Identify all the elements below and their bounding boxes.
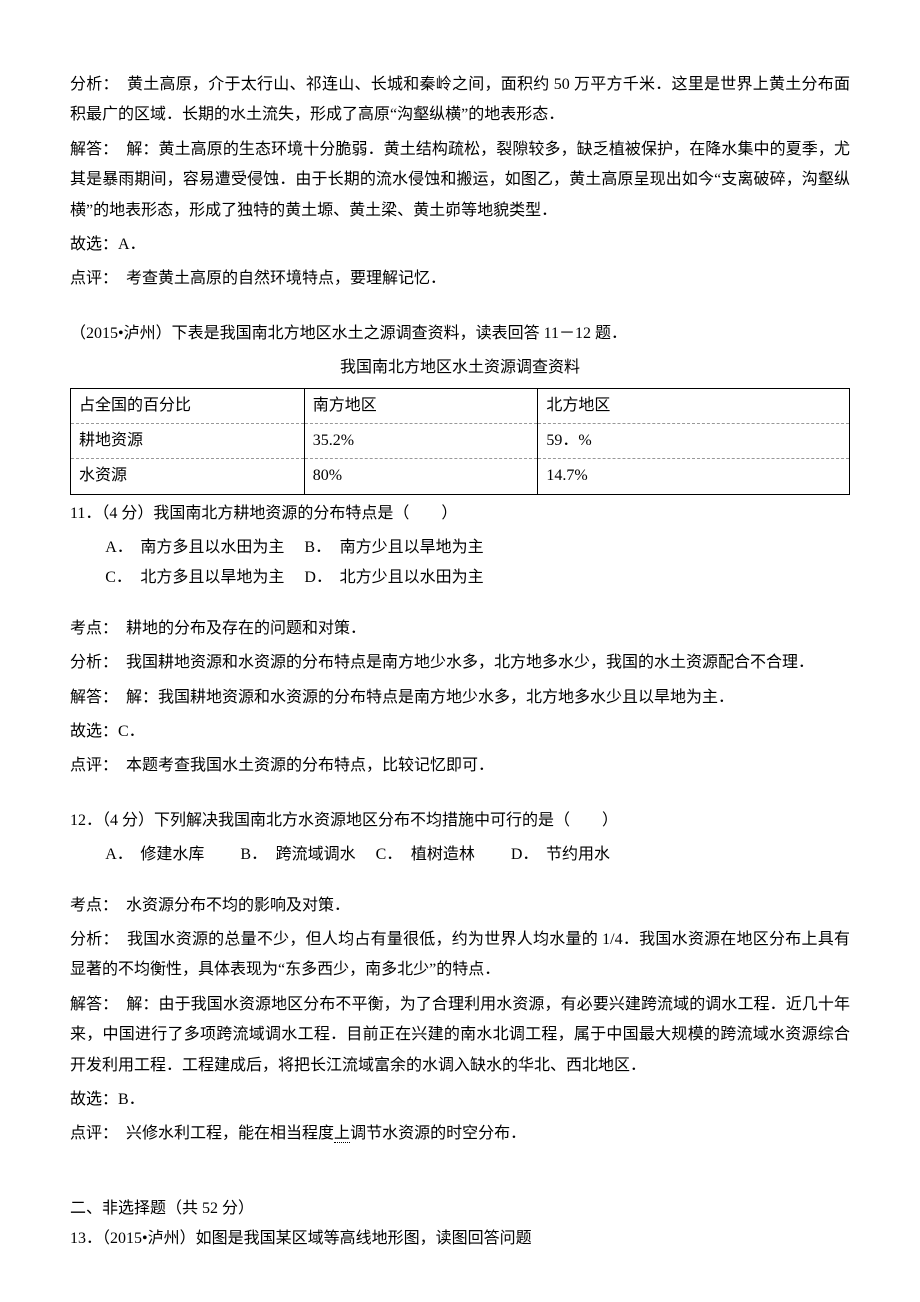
opt-a-text: 修建水库 [140,846,204,863]
jieda-text: 解：我国耕地资源和水资源的分布特点是南方地少水多，北方地多水少且以旱地为主． [126,689,734,706]
fenxi-label: 分析： [70,654,110,671]
dianping-label: 点评： [70,1125,110,1142]
table-title: 我国南北方地区水土资源调查资料 [70,353,850,383]
q12-stem: 12．（4 分）下列解决我国南北方水资源地区分布不均措施中可行的是（ ） [70,806,850,836]
kaodian-text: 水资源分布不均的影响及对策． [126,897,350,914]
opt-b-label: B． [304,533,339,563]
table-cell: 80% [304,459,538,494]
fenxi-text: 黄土高原，介于太行山、祁连山、长城和秦岭之间，面积约 50 万平方千米．这里是世… [70,76,850,123]
opt-c-text: 植树造林 [411,846,475,863]
q12-dianping: 点评： 兴修水利工程，能在相当程度上调节水资源的时空分布． [70,1119,850,1149]
fenxi-label: 分析： [70,76,111,93]
table-cell: 59．% [538,423,850,458]
jieda-label: 解答： [70,996,110,1013]
dianping-label: 点评： [70,270,110,287]
q12-guxuan: 故选：B． [70,1085,850,1115]
table-cell: 14.7% [538,459,850,494]
q10-guxuan: 故选：A． [70,230,850,260]
intro-11-12: （2015•泸州）下表是我国南北方地区水土之源调查资料，读表回答 11－12 题… [70,319,850,349]
opt-d-label: D． [304,563,339,593]
jieda-text: 解：由于我国水资源地区分布不平衡，为了合理利用水资源，有必要兴建跨流域的调水工程… [70,996,850,1074]
q11-guxuan: 故选：C． [70,717,850,747]
q12-fenxi: 分析： 我国水资源的总量不少，但人均占有量很低，约为世界人均水量的 1/4．我国… [70,925,850,986]
dianping-underline: 上 [334,1125,350,1143]
fenxi-text: 我国耕地资源和水资源的分布特点是南方地少水多，北方地多水少，我国的水土资源配合不… [126,654,814,671]
q10-jieda: 解答： 解：黄土高原的生态环境十分脆弱．黄土结构疏松，裂隙较多，缺乏植被保护，在… [70,135,850,226]
dianping-label: 点评： [70,757,110,774]
table-cell: 耕地资源 [71,423,305,458]
opt-c-text: 北方多且以旱地为主 [140,569,284,586]
opt-a-text: 南方多且以水田为主 [140,539,284,556]
opt-d-text: 北方少且以水田为主 [340,569,484,586]
q11-options-line2: C．北方多且以旱地为主 D．北方少且以水田为主 [70,563,850,593]
q13-stem: 13．（2015•泸州）如图是我国某区域等高线地形图，读图回答问题 [70,1224,850,1254]
q10-dianping: 点评： 考查黄土高原的自然环境特点，要理解记忆． [70,264,850,294]
water-soil-table: 占全国的百分比 南方地区 北方地区 耕地资源 35.2% 59．% 水资源 80… [70,388,850,495]
q11-stem: 11．（4 分）我国南北方耕地资源的分布特点是（ ） [70,499,850,529]
dianping-text: 本题考查我国水土资源的分布特点，比较记忆即可． [126,757,494,774]
opt-a-label: A． [105,533,140,563]
q11-jieda: 解答： 解：我国耕地资源和水资源的分布特点是南方地少水多，北方地多水少且以旱地为… [70,683,850,713]
kaodian-label: 考点： [70,620,110,637]
q12-kaodian: 考点： 水资源分布不均的影响及对策． [70,891,850,921]
opt-c-label: C． [376,840,411,870]
jieda-label: 解答： [70,141,110,158]
fenxi-label: 分析： [70,931,111,948]
section-2-title: 二、非选择题（共 52 分） [70,1194,850,1224]
table-row: 耕地资源 35.2% 59．% [71,423,850,458]
kaodian-label: 考点： [70,897,110,914]
dianping-text: 考查黄土高原的自然环境特点，要理解记忆． [126,270,446,287]
kaodian-text: 耕地的分布及存在的问题和对策． [126,620,366,637]
table-row: 占全国的百分比 南方地区 北方地区 [71,388,850,423]
jieda-text: 解：黄土高原的生态环境十分脆弱．黄土结构疏松，裂隙较多，缺乏植被保护，在降水集中… [70,141,850,219]
opt-d-label: D． [511,840,546,870]
dianping-prefix: 兴修水利工程，能在相当程度 [126,1125,334,1142]
table-cell: 35.2% [304,423,538,458]
table-cell: 北方地区 [538,388,850,423]
q12-options: A．修建水库 B．跨流域调水 C．植树造林 D．节约用水 [70,840,850,870]
table-cell: 南方地区 [304,388,538,423]
table-cell: 水资源 [71,459,305,494]
table-row: 水资源 80% 14.7% [71,459,850,494]
dianping-suffix: 调节水资源的时空分布． [350,1125,526,1142]
opt-b-text: 跨流域调水 [276,846,356,863]
fenxi-text: 我国水资源的总量不少，但人均占有量很低，约为世界人均水量的 1/4．我国水资源在… [70,931,850,978]
q11-options-line1: A．南方多且以水田为主 B．南方少且以旱地为主 [70,533,850,563]
opt-d-text: 节约用水 [546,846,610,863]
q11-kaodian: 考点： 耕地的分布及存在的问题和对策． [70,614,850,644]
opt-b-label: B． [240,840,275,870]
q10-fenxi: 分析： 黄土高原，介于太行山、祁连山、长城和秦岭之间，面积约 50 万平方千米．… [70,70,850,131]
q11-dianping: 点评： 本题考查我国水土资源的分布特点，比较记忆即可． [70,751,850,781]
opt-c-label: C． [105,563,140,593]
q12-jieda: 解答： 解：由于我国水资源地区分布不平衡，为了合理利用水资源，有必要兴建跨流域的… [70,990,850,1081]
opt-b-text: 南方少且以旱地为主 [340,539,484,556]
opt-a-label: A． [105,840,140,870]
jieda-label: 解答： [70,689,110,706]
table-cell: 占全国的百分比 [71,388,305,423]
q11-fenxi: 分析： 我国耕地资源和水资源的分布特点是南方地少水多，北方地多水少，我国的水土资… [70,648,850,678]
